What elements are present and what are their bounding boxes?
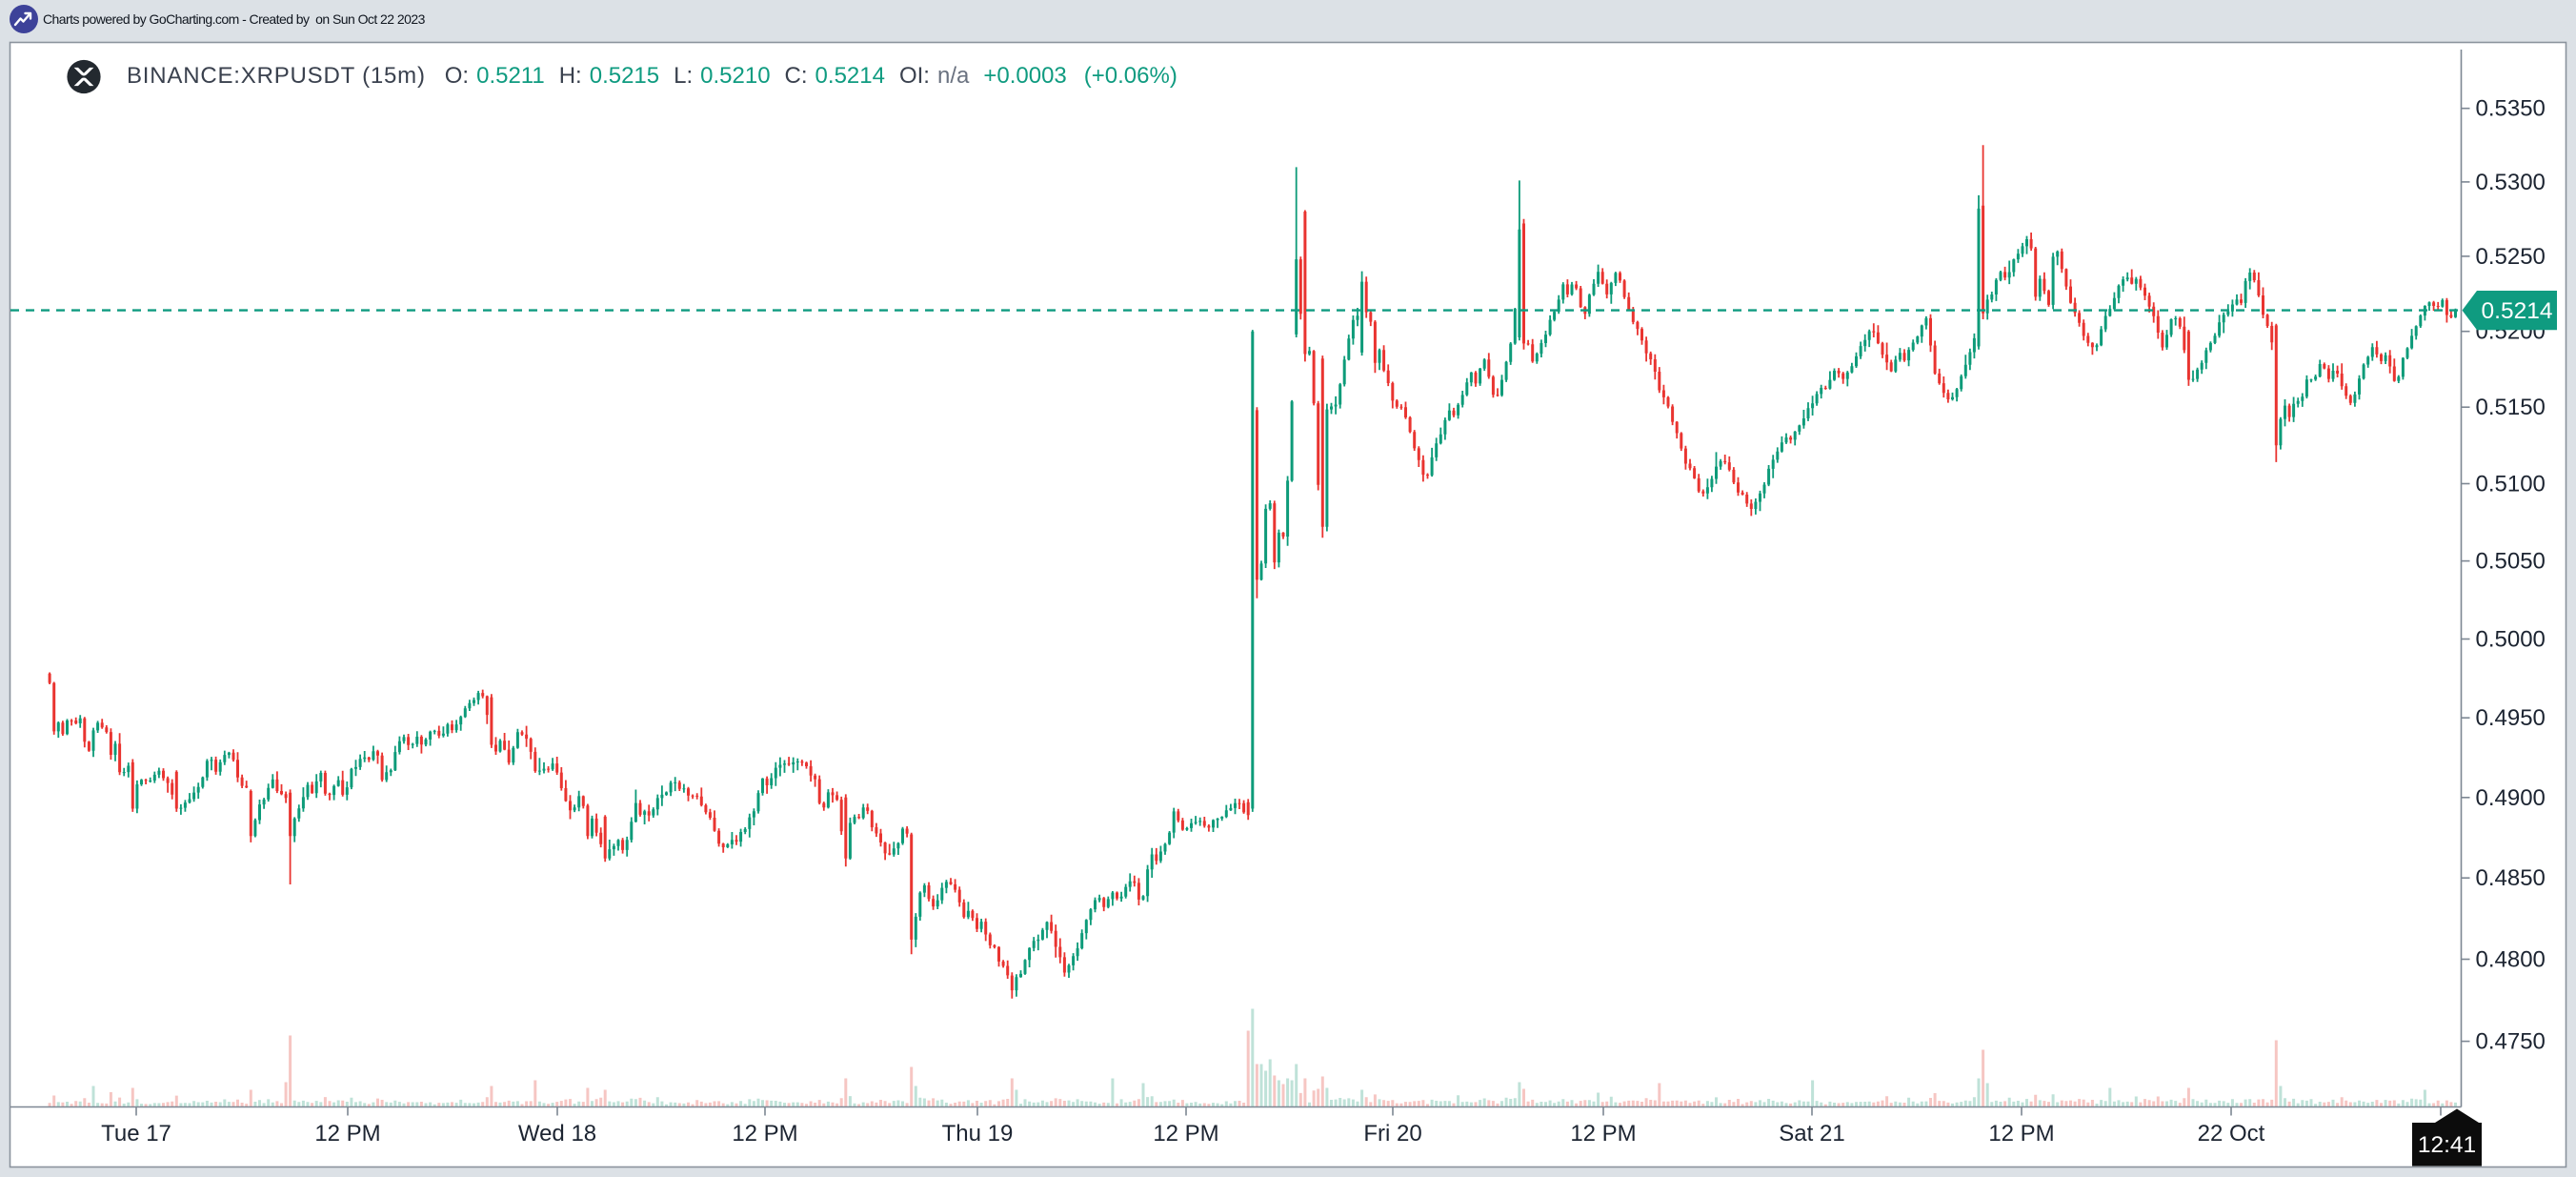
svg-text:0.4900: 0.4900 [2476,785,2546,811]
svg-text:0.4950: 0.4950 [2476,705,2546,731]
svg-text:0.5150: 0.5150 [2476,395,2546,420]
svg-text:12 PM: 12 PM [1570,1121,1636,1147]
svg-text:Charts powered by GoCharting.c: Charts powered by GoCharting.com - Creat… [43,11,426,27]
svg-text:0.5050: 0.5050 [2476,549,2546,575]
svg-text:0.4800: 0.4800 [2476,947,2546,973]
svg-text:Fri 20: Fri 20 [1363,1121,1421,1147]
svg-text:0.5000: 0.5000 [2476,627,2546,653]
svg-text:Thu 19: Thu 19 [942,1121,1014,1147]
svg-text:0.5300: 0.5300 [2476,170,2546,195]
svg-text:0.4750: 0.4750 [2476,1029,2546,1055]
svg-text:Sat 21: Sat 21 [1779,1121,1844,1147]
svg-text:12:41: 12:41 [2418,1132,2476,1158]
svg-text:12 PM: 12 PM [732,1121,797,1147]
svg-text:Tue 17: Tue 17 [101,1121,171,1147]
svg-text:0.4850: 0.4850 [2476,865,2546,891]
svg-text:0.5350: 0.5350 [2476,96,2546,122]
svg-text:0.5250: 0.5250 [2476,244,2546,270]
svg-text:12 PM: 12 PM [314,1121,380,1147]
svg-text:0.5214: 0.5214 [2482,298,2553,324]
svg-text:Wed 18: Wed 18 [518,1121,596,1147]
svg-text:22 Oct: 22 Oct [2198,1121,2265,1147]
svg-text:0.5100: 0.5100 [2476,472,2546,497]
svg-text:12 PM: 12 PM [1153,1121,1218,1147]
svg-text:12 PM: 12 PM [1988,1121,2054,1147]
